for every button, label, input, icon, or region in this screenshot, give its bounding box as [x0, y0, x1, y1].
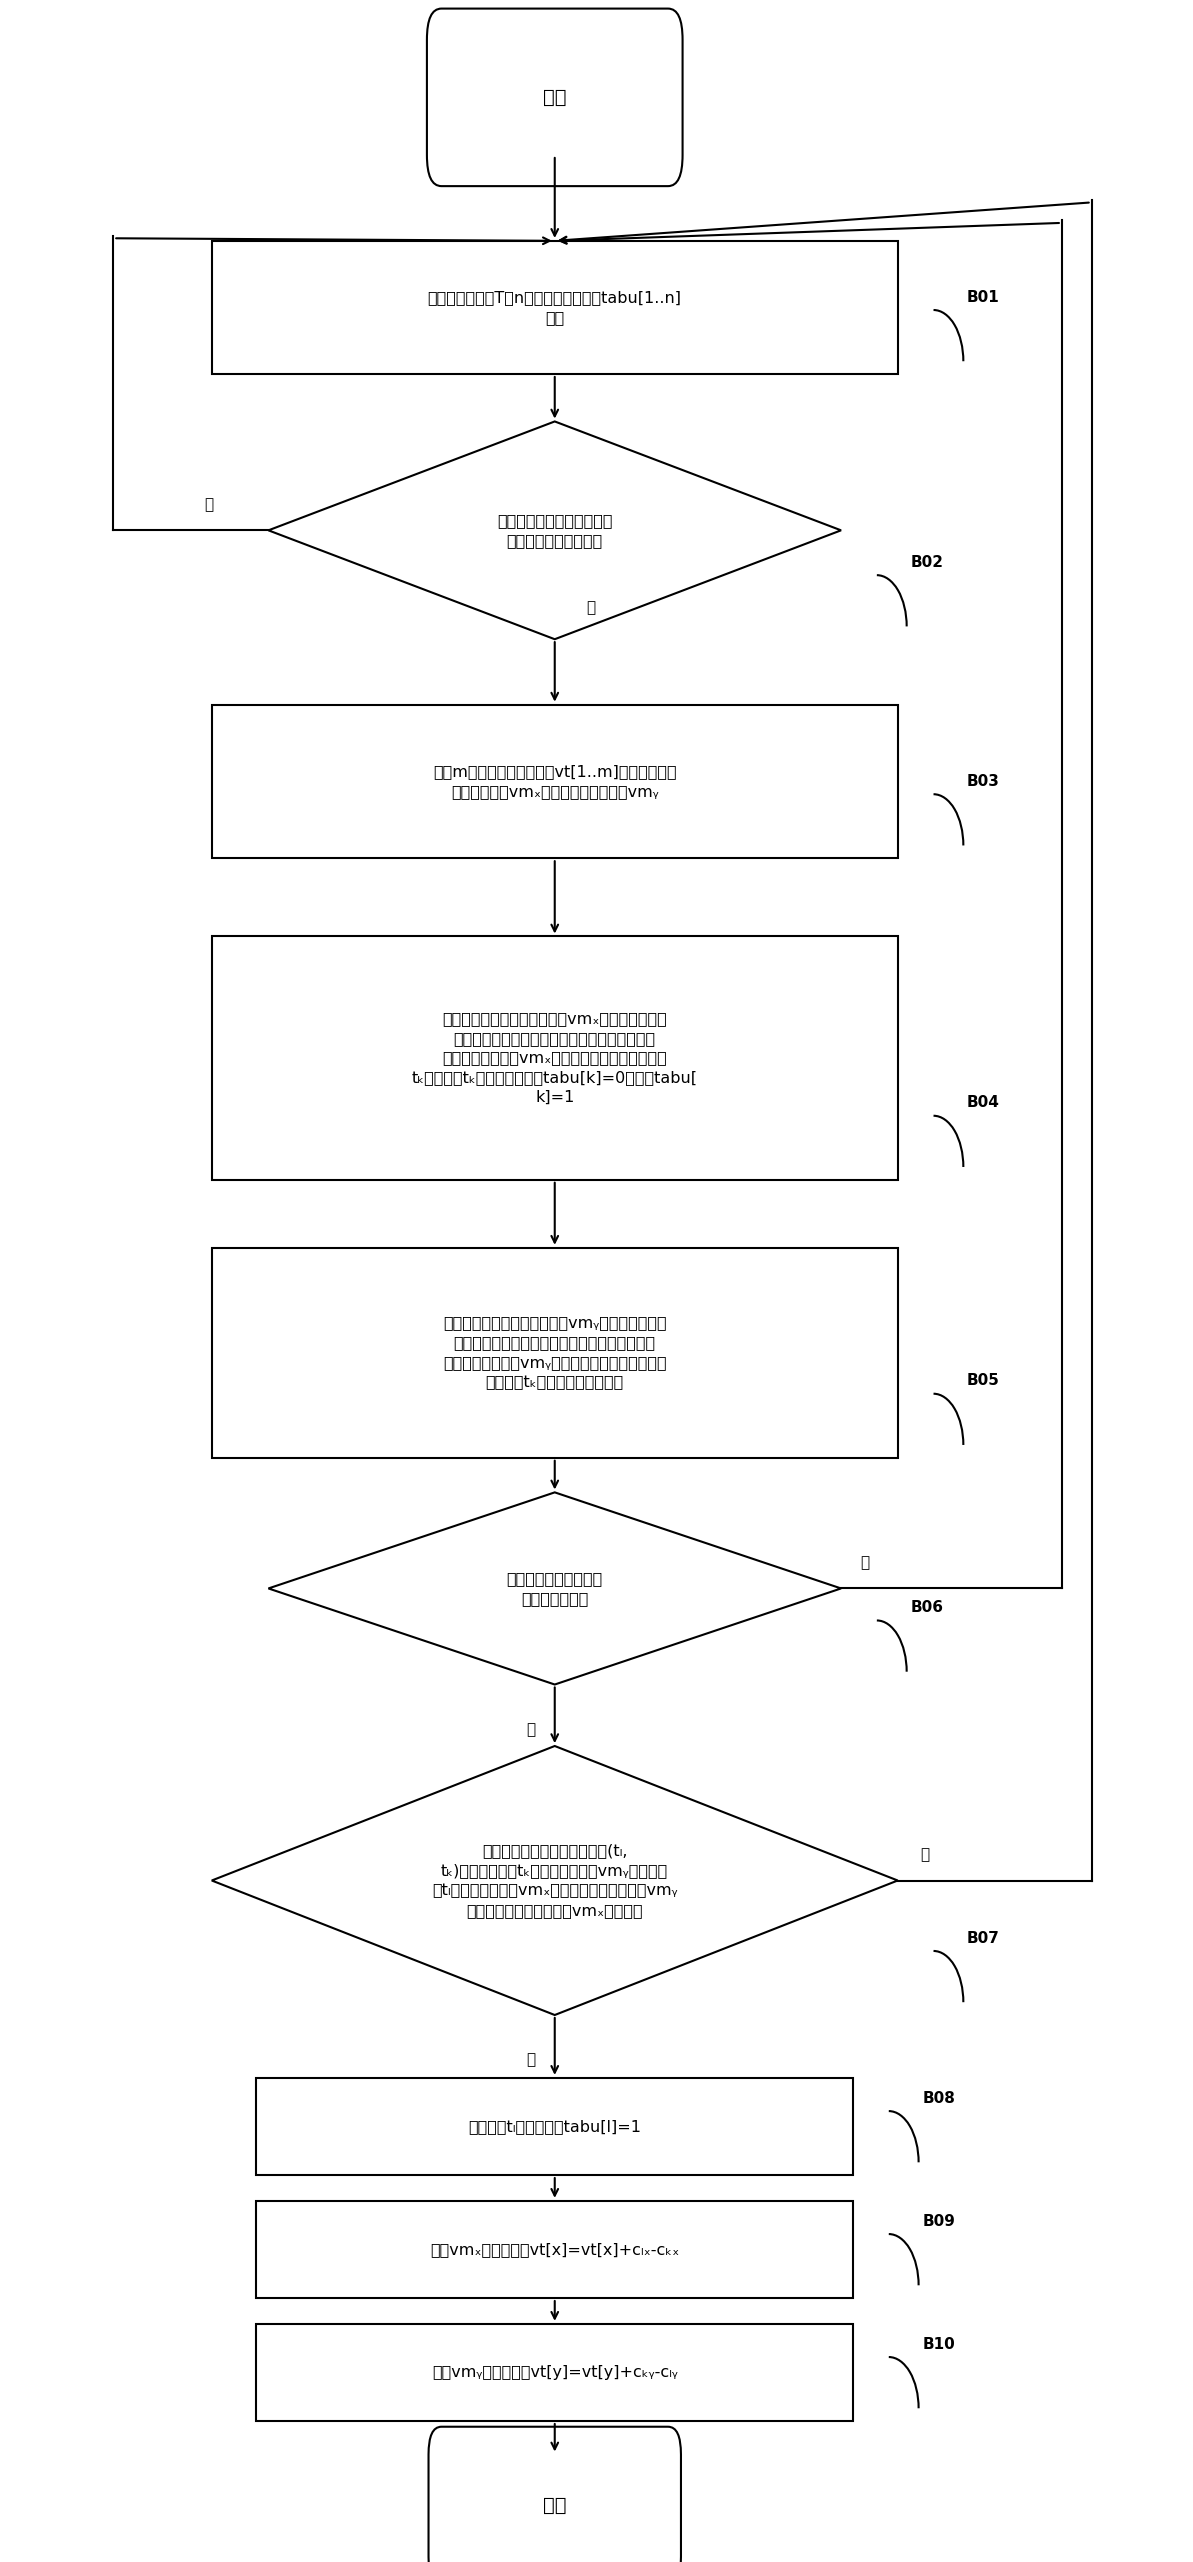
Text: B03: B03 [966, 774, 1000, 789]
Text: 基于m个虚拟机的负载数组vt[1..m]，查找出负载
最大的虚拟机vmₓ和负载最小的虚拟机vmᵧ: 基于m个虚拟机的负载数组vt[1..m]，查找出负载 最大的虚拟机vmₓ和负载最… [433, 763, 676, 799]
Bar [256, 2201, 853, 2298]
Text: 更新vmₓ虚拟机负载vt[x]=vt[x]+cₗₓ-cₖₓ: 更新vmₓ虚拟机负载vt[x]=vt[x]+cₗₓ-cₖₓ [431, 2242, 679, 2257]
Bar [212, 1248, 897, 1458]
Text: 是否存在任务对交换以减少
总任务的最迟完成时间: 是否存在任务对交换以减少 总任务的最迟完成时间 [497, 512, 612, 548]
Text: 更新vmᵧ虚拟机负载vt[y]=vt[y]+cₖᵧ-cₗᵧ: 更新vmᵧ虚拟机负载vt[y]=vt[y]+cₖᵧ-cₗᵧ [432, 2365, 678, 2380]
Text: 否: 否 [204, 497, 214, 512]
Text: 否: 否 [526, 2052, 536, 2068]
Bar [212, 241, 897, 374]
Text: B05: B05 [966, 1373, 1000, 1389]
Polygon shape [268, 1491, 841, 1686]
Text: 如果分配至负载最大的虚拟机vmₓ的所有任务被禁
止交换，则任务交换结束并得到任务调度的优化
解；否则在虚拟机vmₓ选择一个允许被交换的任务
tₖ，将任务tₖ对应: 如果分配至负载最大的虚拟机vmₓ的所有任务被禁 止交换，则任务交换结束并得到任务… [412, 1012, 698, 1104]
Text: 修改任务tₗ的禁忌标志tabu[l]=1: 修改任务tₗ的禁忌标志tabu[l]=1 [468, 2119, 642, 2134]
Text: B01: B01 [966, 290, 1000, 305]
Text: 开始: 开始 [543, 87, 567, 108]
Text: B10: B10 [922, 2337, 954, 2352]
Text: B04: B04 [966, 1097, 1000, 1109]
Text: 如果分配至负载最小的虚拟机vmᵧ所有的任务被禁
止交换，则任务交换结束并得到任务调度的优化
解；否则在虚拟机vmᵧ计算出所有允许被交换的任
务与任务tₖ交换之后: 如果分配至负载最小的虚拟机vmᵧ所有的任务被禁 止交换，则任务交换结束并得到任务… [443, 1314, 667, 1391]
FancyBboxPatch shape [428, 2426, 681, 2562]
Bar [256, 2078, 853, 2175]
Text: 是: 是 [586, 600, 595, 615]
FancyBboxPatch shape [427, 8, 682, 187]
Text: 计算出的所有任务对的
交换收益値为负: 计算出的所有任务对的 交换收益値为负 [507, 1571, 602, 1606]
Text: B08: B08 [922, 2091, 956, 2106]
Bar [256, 2324, 853, 2421]
Text: B09: B09 [922, 2214, 956, 2229]
Text: 选择交换收益値最大的任务对(tₗ,
tₖ)交换，即任务tₖ被交换到虚拟机vmᵧ上执行任
务tₗ被交换到虚拟机vmₓ上执行。交换后虚拟机vmᵧ
的新负载是否大于虚: 选择交换收益値最大的任务对(tₗ, tₖ)交换，即任务tₖ被交换到虚拟机vmᵧ上… [432, 1842, 678, 1919]
Polygon shape [268, 420, 841, 638]
Text: 是: 是 [920, 1847, 929, 1863]
Text: 否: 否 [526, 1722, 536, 1737]
Text: 初始化任务集合T中n个任务的禁忌数组tabu[1..n]
为零: 初始化任务集合T中n个任务的禁忌数组tabu[1..n] 为零 [428, 290, 681, 325]
Text: B06: B06 [910, 1601, 944, 1614]
Text: 结束: 结束 [543, 2495, 567, 2516]
Text: 是: 是 [860, 1555, 870, 1571]
Text: B02: B02 [910, 556, 944, 569]
Bar [212, 938, 897, 1179]
Polygon shape [212, 1747, 897, 2014]
Bar [212, 705, 897, 858]
Text: B07: B07 [966, 1932, 1000, 1945]
